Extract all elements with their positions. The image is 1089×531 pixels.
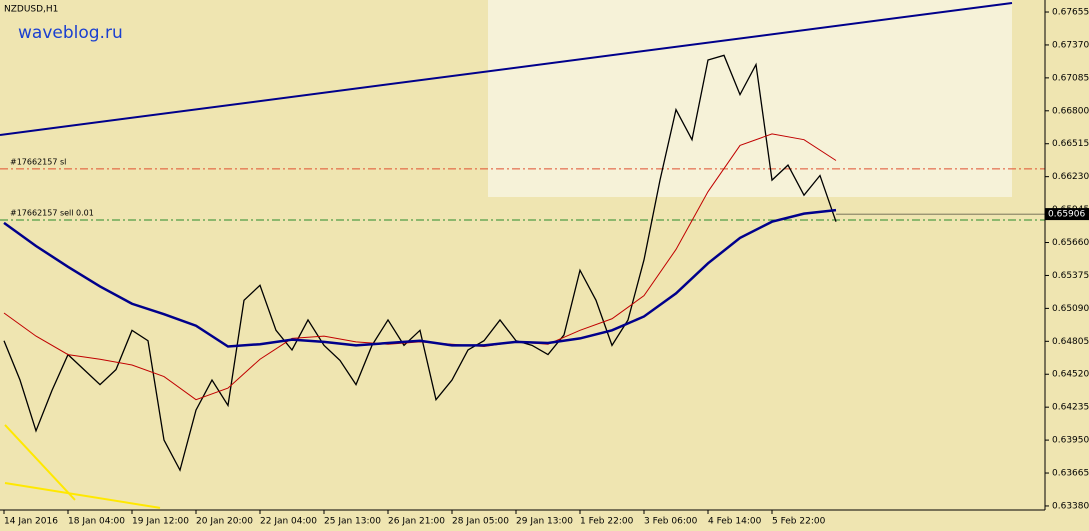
- x-tick-label: 19 Jan 12:00: [132, 517, 189, 527]
- y-tick-label: 0.63950: [1052, 436, 1089, 446]
- x-tick-label: 4 Feb 14:00: [708, 517, 762, 527]
- chart-title: NZDUSD,H1: [4, 5, 58, 15]
- order-label: #17662157 sell 0.01: [10, 208, 94, 217]
- y-tick-label: 0.63665: [1052, 469, 1089, 479]
- y-tick-label: 0.66515: [1052, 139, 1089, 149]
- x-tick-label: 29 Jan 13:00: [516, 517, 573, 527]
- x-tick-label: 22 Jan 04:00: [260, 517, 317, 527]
- x-tick-label: 18 Jan 04:00: [68, 517, 125, 527]
- x-tick-label: 25 Jan 13:00: [324, 517, 381, 527]
- bid-box: [1045, 208, 1089, 221]
- yellow-line: [4, 481, 161, 509]
- y-tick-label: 0.63380: [1052, 501, 1089, 511]
- y-tick-label: 0.67085: [1052, 73, 1089, 83]
- x-tick-label: 3 Feb 06:00: [644, 517, 698, 527]
- price-line: [3, 54, 837, 472]
- y-tick-label: 0.67370: [1052, 40, 1089, 50]
- plot-area: #17662157 sl #17662157 sell 0.01: [0, 0, 1045, 509]
- x-tick-label: 28 Jan 05:00: [452, 517, 509, 527]
- y-tick-label: 0.65375: [1052, 271, 1089, 281]
- x-tick-label: 5 Feb 22:00: [772, 517, 826, 527]
- x-tick-label: 20 Jan 20:00: [196, 517, 253, 527]
- bid-label: 0.65906: [1048, 210, 1085, 220]
- y-tick-label: 0.64235: [1052, 403, 1089, 413]
- order-label: #17662157 sl: [10, 157, 66, 166]
- y-tick-label: 0.65090: [1052, 304, 1089, 314]
- trendline: [0, 2, 1013, 136]
- y-tick-label: 0.66230: [1052, 172, 1089, 182]
- y-tick-label: 0.64805: [1052, 337, 1089, 347]
- y-tick-label: 0.65660: [1052, 238, 1089, 248]
- price-line: [3, 208, 837, 348]
- x-tick-label: 14 Jan 2016: [4, 517, 58, 527]
- x-tick-label: 26 Jan 21:00: [388, 517, 445, 527]
- yellow-line: [4, 424, 76, 501]
- watermark: waveblog.ru: [18, 23, 123, 43]
- x-tick-label: 1 Feb 22:00: [580, 517, 634, 527]
- y-tick-label: 0.64520: [1052, 370, 1089, 380]
- y-tick-label: 0.66800: [1052, 106, 1089, 116]
- y-tick-label: 0.67655: [1052, 8, 1089, 18]
- highlight-zone: [488, 0, 1012, 197]
